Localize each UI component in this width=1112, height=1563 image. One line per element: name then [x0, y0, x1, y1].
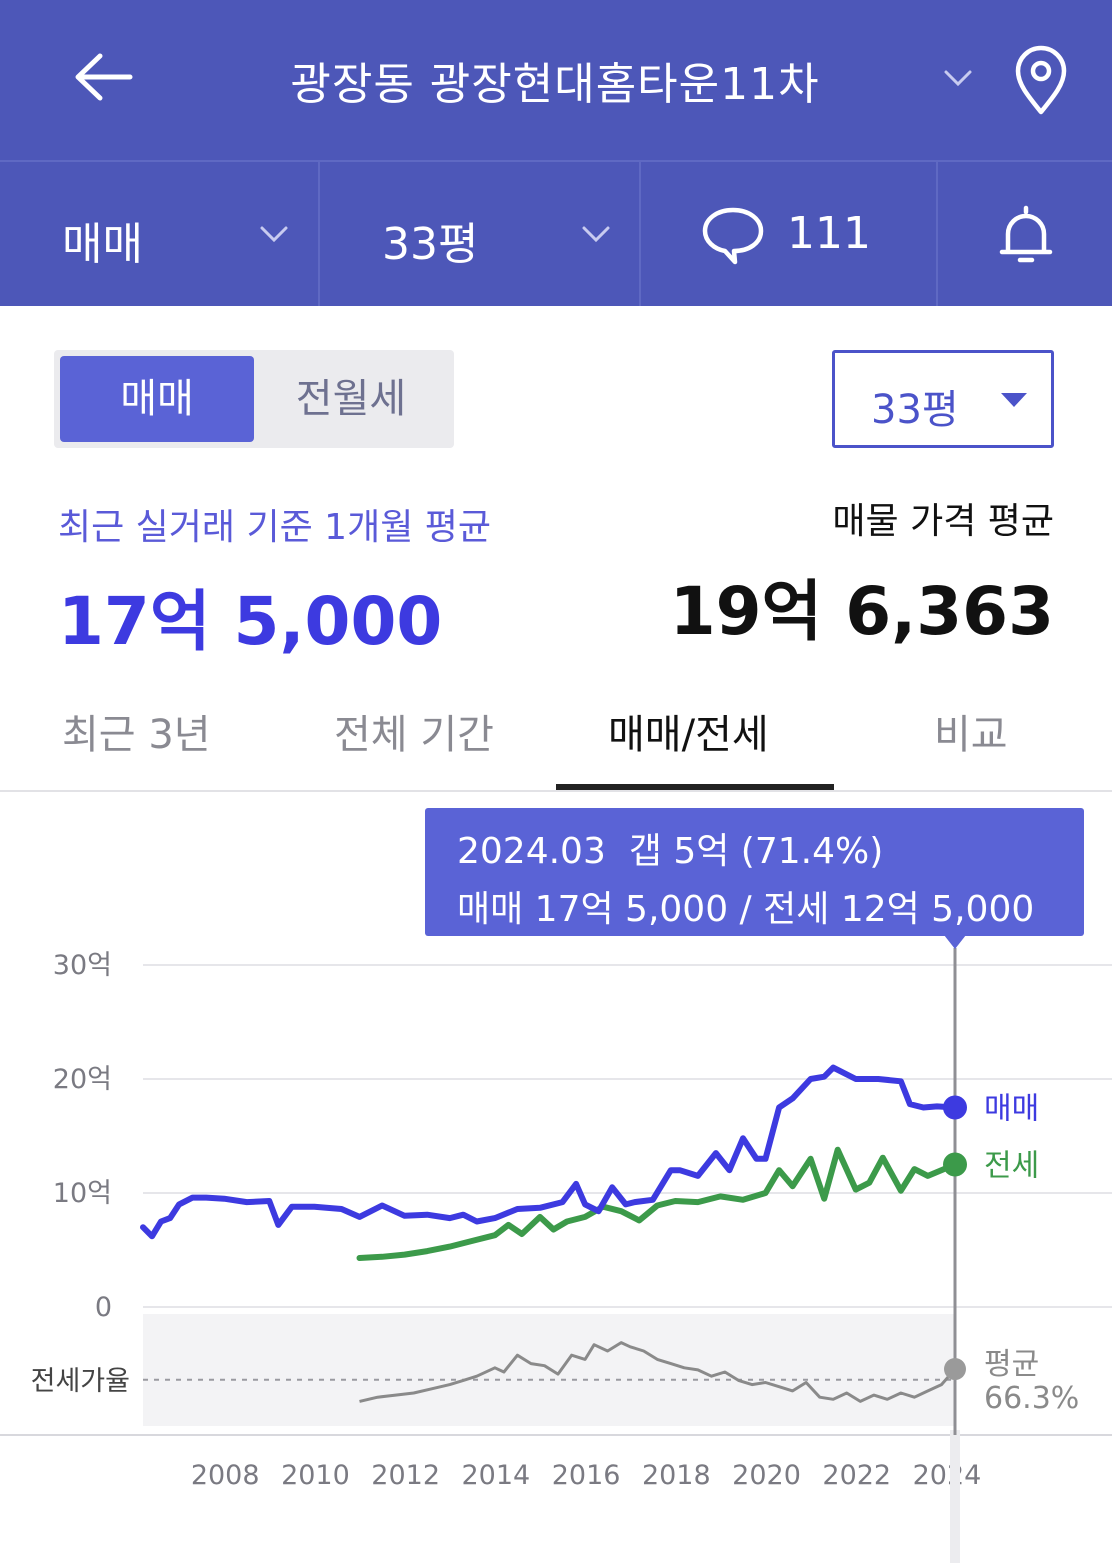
- ratio-average-value: 66.3%: [984, 1381, 1079, 1416]
- chevron-down-icon[interactable]: [938, 58, 978, 98]
- divider: [318, 162, 320, 306]
- tab-sale-jeonse[interactable]: 매매/전세: [608, 712, 769, 758]
- y-tick-label: 0: [95, 1292, 112, 1323]
- x-tick-label: 2018: [642, 1460, 711, 1491]
- caret-down-icon: [1001, 393, 1027, 407]
- alert-button[interactable]: [938, 162, 1112, 306]
- chevron-down-icon: [582, 226, 610, 243]
- divider: [639, 162, 641, 306]
- cursor-line: [950, 948, 960, 1563]
- recent-trade-value: 17억 5,000: [58, 583, 443, 660]
- chart-points: [943, 1095, 967, 1381]
- x-tick-label: 2020: [732, 1460, 801, 1491]
- ratio-axis-label: 전세가율: [31, 1366, 130, 1397]
- sale-point: [943, 1095, 967, 1120]
- y-axis-labels: 30억 20억 10억 0 전세가율: [31, 950, 130, 1397]
- listing-price-label: 매물 가격 평균: [832, 501, 1054, 542]
- tooltip-pointer: [944, 935, 966, 949]
- sale-series-label: 매매: [984, 1092, 1039, 1127]
- x-axis-labels: 2008 2010 2012 2014 2016 2018 2020 2022 2024: [191, 1460, 981, 1491]
- chat-bubble-icon: [702, 207, 764, 265]
- tooltip-line-2: 매매 17억 5,000 / 전세 12억 5,000: [457, 889, 1035, 930]
- sale-line: [140, 1064, 958, 1240]
- segment-sale[interactable]: 매매: [60, 356, 254, 442]
- jeonse-series-label: 전세: [984, 1149, 1039, 1184]
- tooltip-line-1: 2024.03 갭 5억 (71.4%): [457, 831, 884, 872]
- x-tick-label: 2022: [822, 1460, 891, 1491]
- trade-segment-control: 매매 전월세: [54, 350, 454, 448]
- jeonse-line: [356, 1146, 958, 1261]
- comment-count: 111: [787, 208, 871, 259]
- x-tick-label: 2016: [552, 1460, 621, 1491]
- y-tick-label: 20억: [53, 1064, 112, 1095]
- listing-price-value: 19억 6,363: [669, 573, 1054, 650]
- x-tick-label: 2024: [913, 1460, 982, 1491]
- active-tab-indicator: [556, 784, 834, 790]
- tab-all-period[interactable]: 전체 기간: [334, 712, 494, 758]
- map-pin-icon[interactable]: [1008, 44, 1074, 116]
- size-dropdown[interactable]: 33평: [320, 162, 640, 306]
- chart-tooltip: 2024.03 갭 5억 (71.4%) 매매 17억 5,000 / 전세 1…: [425, 808, 1084, 936]
- recent-trade-label: 최근 실거래 기준 1개월 평균: [58, 507, 491, 548]
- tab-recent-3y[interactable]: 최근 3년: [62, 712, 211, 758]
- filter-bar: 매매 33평 111: [0, 160, 1112, 306]
- chart-series: [140, 1064, 958, 1403]
- x-tick-label: 2010: [281, 1460, 350, 1491]
- y-tick-label: 10억: [53, 1178, 112, 1209]
- x-tick-label: 2008: [191, 1460, 260, 1491]
- jeonse-point: [943, 1152, 967, 1177]
- divider: [936, 162, 938, 306]
- page-title[interactable]: 광장동 광장현대홈타운11차: [290, 59, 820, 110]
- chevron-down-icon: [260, 226, 288, 243]
- size-label: 33평: [382, 219, 479, 270]
- ratio-average-label: 평균: [984, 1347, 1039, 1382]
- size-select[interactable]: 33평: [832, 350, 1054, 448]
- x-tick-label: 2014: [462, 1460, 531, 1491]
- ratio-line: [359, 1341, 957, 1403]
- bell-icon: [999, 205, 1053, 263]
- y-tick-label: 30억: [53, 950, 112, 981]
- x-tick-label: 2012: [371, 1460, 440, 1491]
- trade-type-dropdown[interactable]: 매매: [0, 162, 320, 306]
- arrow-left-icon[interactable]: [70, 42, 140, 112]
- top-app-bar: 광장동 광장현대홈타운11차: [0, 0, 1112, 160]
- segment-rent[interactable]: 전월세: [295, 376, 407, 422]
- cursor-band: [950, 1430, 960, 1563]
- tab-compare[interactable]: 비교: [934, 712, 1008, 758]
- trade-type-label: 매매: [62, 219, 143, 270]
- ratio-point: [944, 1358, 966, 1381]
- chart-grid: [0, 964, 1112, 1436]
- comments-button[interactable]: 111: [641, 162, 937, 306]
- period-tabs: 최근 3년 전체 기간 매매/전세 비교: [0, 680, 1112, 792]
- size-select-value: 33평: [871, 387, 959, 433]
